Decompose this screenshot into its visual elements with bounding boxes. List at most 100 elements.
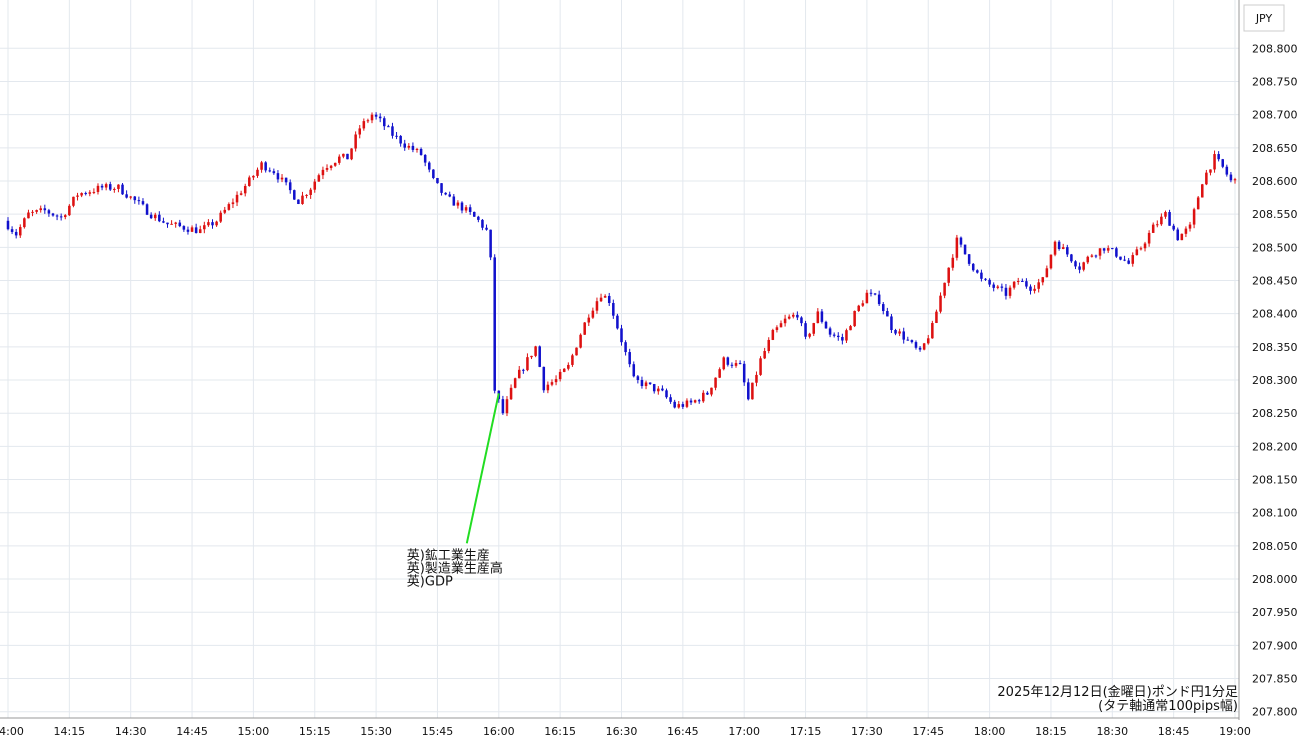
candle-down bbox=[636, 376, 640, 380]
candle-down bbox=[992, 284, 995, 288]
candle-up bbox=[546, 384, 550, 391]
candle-down bbox=[824, 321, 828, 329]
candle-down bbox=[742, 363, 746, 383]
price-tick-label: 208.650 bbox=[1252, 142, 1298, 155]
candle-up bbox=[1184, 228, 1188, 234]
candle-down bbox=[976, 270, 979, 273]
candle-up bbox=[1041, 277, 1045, 283]
candle-up bbox=[1045, 268, 1049, 278]
candle-up bbox=[113, 188, 116, 190]
candle-down bbox=[796, 314, 799, 318]
candle-down bbox=[869, 292, 873, 294]
price-tick-label: 207.950 bbox=[1252, 606, 1298, 619]
candle-up bbox=[603, 295, 607, 298]
candle-up bbox=[1188, 224, 1192, 229]
time-tick-label: 17:45 bbox=[912, 725, 944, 738]
candle-up bbox=[693, 400, 697, 403]
candles bbox=[6, 112, 1237, 417]
candle-down bbox=[55, 215, 59, 217]
candle-down bbox=[910, 340, 914, 343]
candle-up bbox=[583, 322, 586, 335]
time-tick-label: 16:45 bbox=[667, 725, 699, 738]
price-tick-label: 207.800 bbox=[1252, 706, 1298, 719]
time-tick-label: 16:30 bbox=[606, 725, 638, 738]
price-tick-label: 208.200 bbox=[1252, 440, 1298, 453]
candle-down bbox=[100, 185, 104, 188]
candle-up bbox=[722, 357, 726, 370]
candle-up bbox=[231, 202, 235, 205]
candle-down bbox=[489, 229, 492, 258]
candle-up bbox=[710, 387, 713, 395]
candle-down bbox=[477, 216, 480, 220]
price-tick-label: 208.500 bbox=[1252, 241, 1298, 254]
candle-up bbox=[505, 399, 509, 414]
candle-down bbox=[1102, 248, 1106, 251]
candle-down bbox=[652, 384, 656, 392]
candle-up bbox=[926, 338, 930, 344]
time-tick-label: 18:45 bbox=[1158, 725, 1190, 738]
time-tick-label: 17:15 bbox=[790, 725, 822, 738]
candle-down bbox=[51, 213, 55, 216]
candle-up bbox=[685, 400, 689, 407]
candle-down bbox=[902, 331, 905, 340]
candle-down bbox=[1057, 241, 1061, 250]
candle-up bbox=[415, 148, 419, 150]
price-tick-label: 208.600 bbox=[1252, 175, 1298, 188]
candle-up bbox=[771, 329, 775, 340]
candle-up bbox=[321, 169, 325, 176]
candle-up bbox=[595, 301, 599, 311]
candle-up bbox=[1160, 216, 1163, 225]
candle-down bbox=[612, 303, 615, 316]
candle-down bbox=[423, 154, 427, 163]
candle-down bbox=[149, 214, 153, 219]
candle-up bbox=[1201, 184, 1204, 198]
candle-down bbox=[403, 143, 406, 148]
candle-down bbox=[988, 279, 991, 285]
candle-up bbox=[260, 162, 263, 170]
candle-down bbox=[640, 379, 644, 387]
candle-up bbox=[88, 192, 92, 194]
candle-down bbox=[440, 183, 443, 193]
time-tick-label: 14:45 bbox=[176, 725, 208, 738]
candle-up bbox=[456, 202, 460, 206]
candle-up bbox=[644, 382, 648, 387]
candle-up bbox=[342, 153, 345, 157]
candle-down bbox=[706, 392, 709, 395]
candle-up bbox=[362, 121, 366, 129]
annotation-line bbox=[465, 393, 500, 544]
candle-up bbox=[1106, 248, 1110, 251]
candle-down bbox=[804, 323, 807, 337]
candle-up bbox=[779, 323, 783, 328]
candle-up bbox=[845, 330, 848, 341]
candle-down bbox=[832, 334, 836, 336]
candle-up bbox=[947, 267, 950, 283]
price-tick-label: 208.050 bbox=[1252, 540, 1298, 553]
candle-up bbox=[939, 295, 942, 312]
candle-up bbox=[955, 237, 959, 258]
candle-down bbox=[620, 328, 623, 343]
candle-up bbox=[513, 378, 517, 388]
candle-down bbox=[624, 342, 627, 353]
candle-down bbox=[47, 210, 51, 214]
candle-down bbox=[607, 295, 611, 304]
candle-up bbox=[550, 382, 554, 385]
candle-up bbox=[366, 120, 370, 122]
candle-up bbox=[1209, 169, 1212, 173]
candle-up bbox=[783, 318, 787, 324]
candle-down bbox=[374, 114, 378, 117]
candle-down bbox=[383, 118, 386, 127]
price-tick-label: 208.450 bbox=[1252, 275, 1298, 288]
candle-down bbox=[137, 200, 141, 202]
price-tick-label: 208.550 bbox=[1252, 208, 1298, 221]
candle-up bbox=[517, 369, 521, 379]
candle-up bbox=[530, 355, 533, 358]
candle-up bbox=[567, 364, 570, 369]
candle-down bbox=[59, 216, 63, 218]
candle-down bbox=[186, 229, 190, 232]
candle-up bbox=[1139, 248, 1143, 250]
candle-down bbox=[538, 346, 541, 367]
currency-label: JPY bbox=[1255, 12, 1273, 25]
candle-up bbox=[1090, 255, 1094, 257]
